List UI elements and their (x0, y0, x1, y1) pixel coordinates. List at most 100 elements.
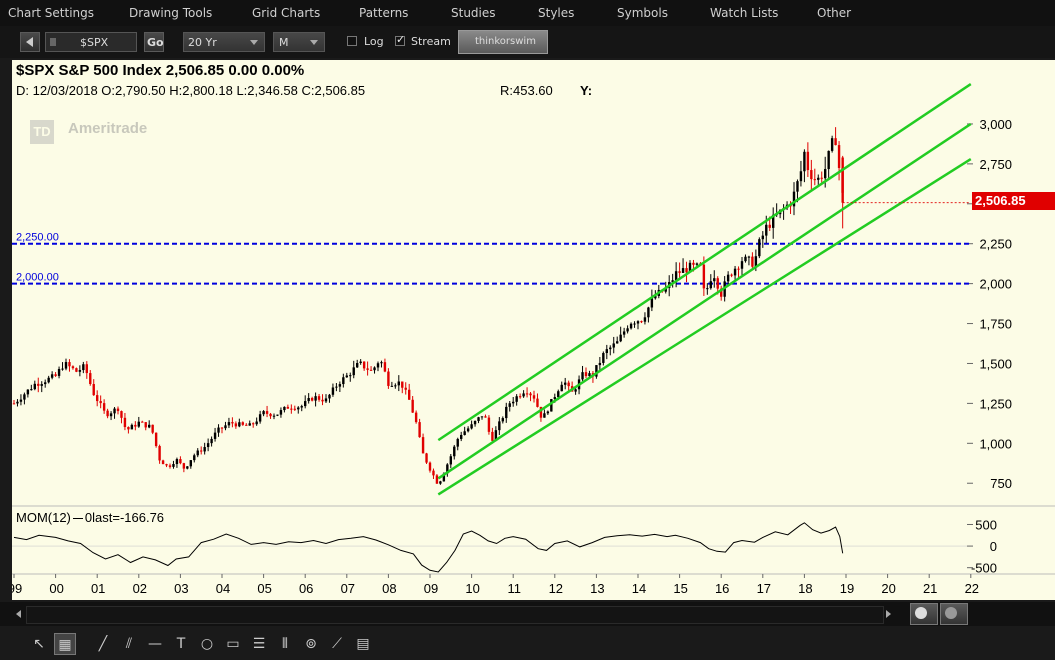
candle-body (338, 384, 342, 387)
candle-body (820, 177, 823, 179)
menu-grid-charts[interactable]: Grid Charts (252, 6, 321, 20)
aggregation-select[interactable]: M (273, 32, 325, 52)
candle-body (695, 263, 699, 265)
candle-body (165, 464, 168, 466)
chart-panel[interactable]: 3,000 2,750 2,250 2,000 1,750 1,500 1,250 1,000… (12, 60, 1055, 600)
channel-tool-icon[interactable]: ⫽ (125, 636, 133, 652)
horizontal-scrollbar[interactable] (0, 602, 1055, 626)
text-tool-icon[interactable]: T (176, 636, 186, 652)
candle-body (692, 262, 695, 265)
scroll-left-icon[interactable] (16, 610, 21, 618)
legend-line-icon (72, 518, 83, 520)
rectangle-tool-icon[interactable]: ▭ (226, 636, 240, 652)
fibonacci-tool-icon[interactable]: ☰ (252, 636, 266, 652)
x-tick-label: 02 (133, 581, 147, 596)
candle-body (501, 418, 504, 422)
go-button[interactable]: Go (144, 32, 164, 52)
candle-body (369, 369, 373, 371)
candle-body (813, 179, 816, 181)
zoom-in-button[interactable] (910, 603, 938, 625)
candle-body (224, 425, 227, 429)
channel-line (437, 122, 972, 480)
trendline-tool-icon[interactable]: ╱ (98, 636, 108, 652)
candle-body (335, 386, 338, 388)
menu-drawing-tools[interactable]: Drawing Tools (129, 6, 213, 20)
chart-toolbar: $SPX Go 20 Yr M Log ✓ Stream thinkorswim (0, 26, 1055, 58)
candle-body (241, 422, 244, 425)
vertical-lines-tool-icon[interactable]: ⦀ (281, 636, 289, 652)
candle-body (75, 368, 78, 372)
candle-body (210, 438, 213, 444)
candle-body (116, 408, 120, 412)
candle-body (321, 399, 324, 402)
grid-tool-icon[interactable]: ▤ (356, 636, 370, 652)
candle-body (26, 389, 30, 395)
candle-body (349, 375, 352, 377)
back-button[interactable] (20, 32, 40, 52)
zoom-out-icon (945, 607, 957, 619)
candle-body (265, 411, 269, 414)
thinkorswim-logo: thinkorswim (458, 30, 548, 54)
candle-body (751, 256, 754, 267)
scroll-right-icon[interactable] (886, 610, 891, 618)
ellipse-tool-icon[interactable]: ○ (200, 636, 214, 652)
menu-styles[interactable]: Styles (538, 6, 575, 20)
candle-body (304, 401, 307, 407)
y-tick-label: 1,000 (979, 436, 1012, 451)
price-label-tool-icon[interactable]: ⊚ (305, 636, 317, 652)
candle-body (12, 403, 16, 405)
candle-body (792, 191, 796, 207)
candle-body (602, 353, 605, 363)
symbol-input[interactable]: $SPX (45, 32, 137, 52)
y-tick-label: 2,000 (979, 277, 1012, 292)
candle-body (702, 264, 706, 289)
zoom-out-button[interactable] (940, 603, 968, 625)
candle-body (130, 424, 134, 430)
candle-body (200, 450, 203, 452)
x-tick-label: 16 (715, 581, 729, 596)
candle-body (581, 372, 584, 380)
menu-studies[interactable]: Studies (451, 6, 496, 20)
menu-symbols[interactable]: Symbols (617, 6, 668, 20)
candle-body (258, 414, 262, 422)
candle-body (193, 455, 196, 461)
menu-watch-lists[interactable]: Watch Lists (710, 6, 779, 20)
crosshair-tool-icon[interactable]: ▦ (54, 633, 76, 655)
menu-chart-settings[interactable]: Chart Settings (8, 6, 95, 20)
candle-body (71, 366, 75, 369)
candle-body (50, 374, 54, 378)
horizontal-line-tool-icon[interactable]: — (148, 636, 162, 652)
candle-body (179, 459, 182, 464)
candle-body (158, 446, 161, 461)
candle-body (758, 239, 761, 257)
candle-body (421, 437, 425, 454)
menu-other[interactable]: Other (817, 6, 852, 20)
stream-checkbox[interactable]: ✓ (395, 33, 405, 46)
cursor-tool-icon[interactable]: ↖ (33, 636, 45, 652)
candle-body (553, 397, 556, 400)
menu-patterns[interactable]: Patterns (359, 6, 409, 20)
timeframe-select[interactable]: 20 Yr (183, 32, 265, 52)
candle-body (629, 323, 633, 329)
candle-body (317, 396, 321, 400)
candle-body (671, 280, 674, 283)
watermark: Ameritrade (68, 120, 148, 137)
candle-body (279, 410, 283, 415)
candle-body (238, 422, 241, 427)
channel-line (437, 82, 972, 442)
candle-body (380, 362, 383, 364)
candle-body (245, 424, 248, 426)
scrollbar-track[interactable] (26, 606, 884, 624)
candle-body (262, 411, 265, 415)
study-plot-index: 0 (84, 510, 93, 525)
candle-body (16, 401, 19, 404)
candle-body (61, 368, 64, 370)
candle-body (498, 421, 501, 431)
candle-body (328, 394, 331, 399)
candle-body (473, 420, 477, 425)
candle-body (737, 268, 740, 270)
log-checkbox[interactable] (347, 36, 357, 46)
chart-canvas[interactable]: 3,000 2,750 2,250 2,000 1,750 1,500 1,250 1,000… (12, 60, 1055, 600)
fan-tool-icon[interactable]: ⟋ (332, 636, 342, 652)
candle-body (768, 224, 771, 228)
